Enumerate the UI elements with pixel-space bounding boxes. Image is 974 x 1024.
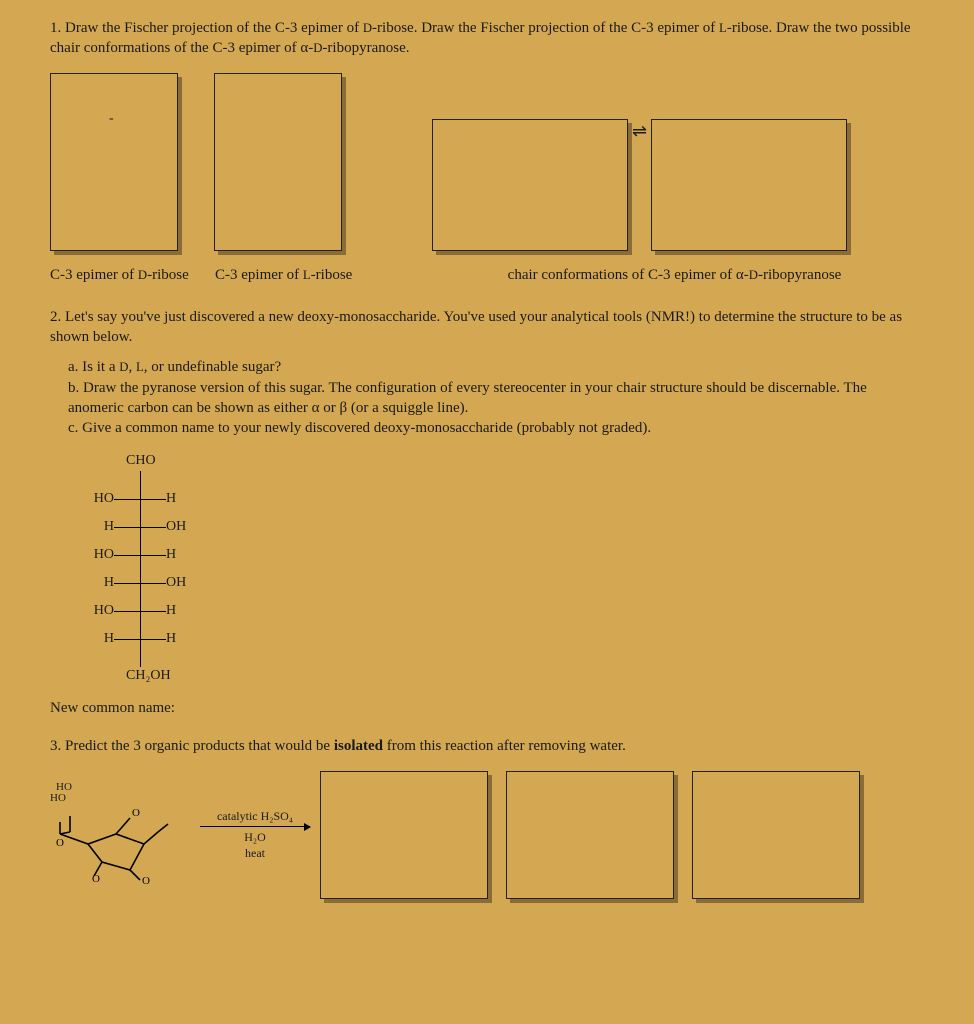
fischer-top: CHO (126, 452, 924, 471)
fischer-row: HOH (80, 569, 924, 597)
svg-text:O: O (56, 837, 64, 849)
q3-box-2 (506, 771, 674, 899)
q3-box-3 (692, 771, 860, 899)
q2-part-b: b. Draw the pyranose version of this sug… (68, 378, 924, 419)
reagent-below-1: H₂O (200, 829, 310, 845)
fischer-projection: CHO HOH HOH HOH HOH HOH HH CH₂OH (80, 452, 924, 686)
q1-box-chair-2 (651, 119, 847, 251)
q1-box-chair-1 (432, 119, 628, 251)
svg-text:O: O (92, 873, 100, 884)
fischer-row: HOH (80, 541, 924, 569)
reagent-above: catalytic H₂SO₄ (200, 808, 310, 824)
fischer-row: HH (80, 625, 924, 653)
fischer-bottom: CH₂OH (126, 667, 924, 686)
q2-part-a: a. Is it a D, L, or undefinable sugar? (68, 357, 924, 377)
fischer-row: HOH (80, 485, 924, 513)
q2-part-c: c. Give a common name to your newly disc… (68, 418, 924, 438)
q1-label-b: C-3 epimer of L-ribose (215, 265, 425, 285)
q2-intro: 2. Let's say you've just discovered a ne… (50, 307, 924, 348)
new-common-name-label: New common name: (50, 698, 924, 718)
arrow-icon (200, 826, 310, 827)
svg-text:O: O (142, 875, 150, 884)
svg-text:O: O (132, 807, 140, 819)
q1-prompt: 1. Draw the Fischer projection of the C-… (50, 18, 924, 59)
fischer-rows: HOH HOH HOH HOH HOH HH (80, 485, 924, 653)
q3-box-1 (320, 771, 488, 899)
equilibrium-arrow-icon: ⇌ (632, 119, 647, 143)
q3-answer-boxes (320, 771, 860, 899)
q1-box-l-ribose (214, 73, 342, 251)
q1-box-d-ribose: - (50, 73, 178, 251)
q1-label-a: C-3 epimer of D-ribose (50, 265, 215, 285)
stray-mark: - (109, 110, 114, 129)
fischer-row: HOH (80, 597, 924, 625)
q1-answer-boxes: - ⇌ (50, 73, 924, 251)
q3-block: 3. Predict the 3 organic products that w… (50, 736, 924, 898)
q1-label-c: chair conformations of C-3 epimer of α-D… (425, 265, 924, 285)
fischer-row: HOH (80, 513, 924, 541)
q3-prompt: 3. Predict the 3 organic products that w… (50, 736, 924, 756)
reaction-arrow: catalytic H₂SO₄ H₂O heat (200, 808, 310, 862)
q1-labels: C-3 epimer of D-ribose C-3 epimer of L-r… (50, 265, 924, 285)
q3-starting-structure: HO HO O O O O (50, 782, 190, 887)
q2-block: 2. Let's say you've just discovered a ne… (50, 307, 924, 719)
bicyclic-sugar-icon: O O O O (50, 804, 180, 884)
reagent-below-2: heat (200, 845, 310, 861)
